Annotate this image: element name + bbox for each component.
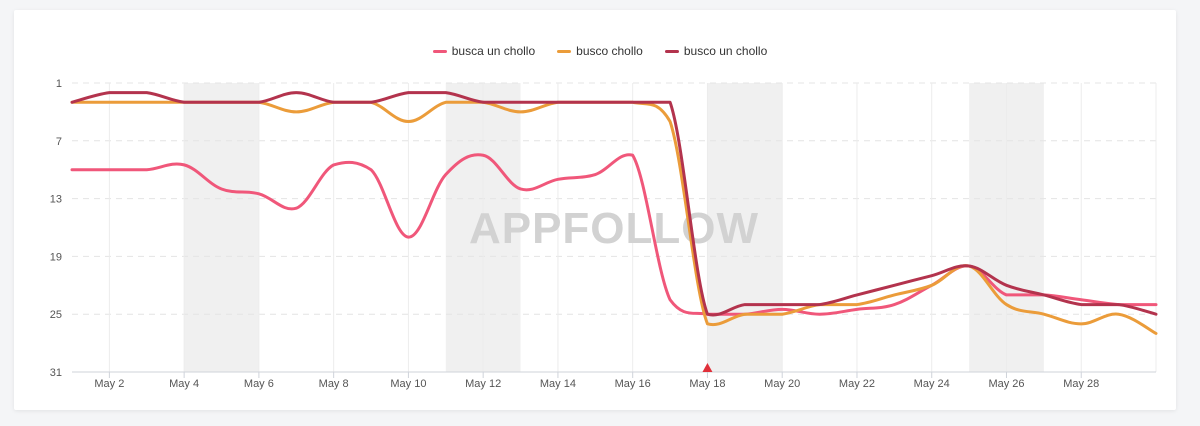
y-tick-label: 31: [50, 367, 62, 379]
x-tick-label: May 16: [615, 378, 651, 390]
x-tick-label: May 12: [465, 378, 501, 390]
y-tick-label: 19: [50, 251, 62, 263]
x-tick-label: May 8: [319, 378, 349, 390]
axes: 1 7 13 19 25 31 May 2 May 4 May 6 May 8 May 10 May …: [50, 78, 1156, 390]
x-tick-label: May 10: [390, 378, 426, 390]
x-tick-label: May 20: [764, 378, 800, 390]
grid: [72, 82, 1157, 372]
x-tick-label: May 18: [689, 378, 725, 390]
y-tick-label: 1: [56, 78, 62, 90]
legend-item-series-1[interactable]: busca un chollo: [432, 43, 536, 59]
event-marker-triangle: [702, 363, 713, 372]
x-tick-label: May 26: [988, 378, 1024, 390]
legend-label-series-2: busco chollo: [576, 44, 643, 58]
x-tick-label: May 14: [540, 378, 576, 390]
y-tick-label: 7: [56, 136, 62, 148]
legend-item-series-2[interactable]: busco chollo: [557, 43, 643, 59]
event-markers: [702, 363, 713, 372]
x-tick-label: May 6: [244, 378, 274, 390]
x-tick-label: May 4: [169, 378, 199, 390]
y-tick-label: 13: [50, 194, 62, 206]
series-lines: [70, 91, 1158, 335]
legend-swatch-series-2: [557, 49, 572, 53]
x-tick-label: May 28: [1063, 378, 1099, 390]
watermark-text: APPFOLLOW: [469, 204, 759, 253]
x-tick-label: May 24: [914, 378, 950, 390]
legend-label-series-1: busca un chollo: [451, 44, 536, 58]
shaded-period-1: [184, 83, 259, 372]
legend-item-series-3[interactable]: busco un chollo: [664, 43, 768, 59]
x-tick-label: May 22: [839, 378, 875, 390]
y-tick-label: 25: [50, 309, 62, 321]
legend-swatch-series-1: [432, 49, 447, 53]
legend-label-series-3: busco un chollo: [683, 44, 768, 58]
legend-swatch-series-3: [664, 49, 679, 53]
x-tick-label: May 2: [94, 378, 124, 390]
chart-legend: busca un chollo busco chollo busco un ch…: [0, 43, 1200, 59]
series-line-3: [70, 91, 1158, 317]
